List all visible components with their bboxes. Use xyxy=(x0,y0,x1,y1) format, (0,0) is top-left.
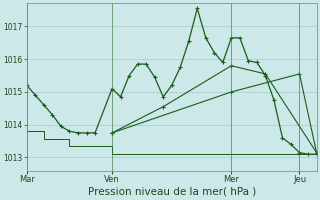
X-axis label: Pression niveau de la mer( hPa ): Pression niveau de la mer( hPa ) xyxy=(88,187,256,197)
